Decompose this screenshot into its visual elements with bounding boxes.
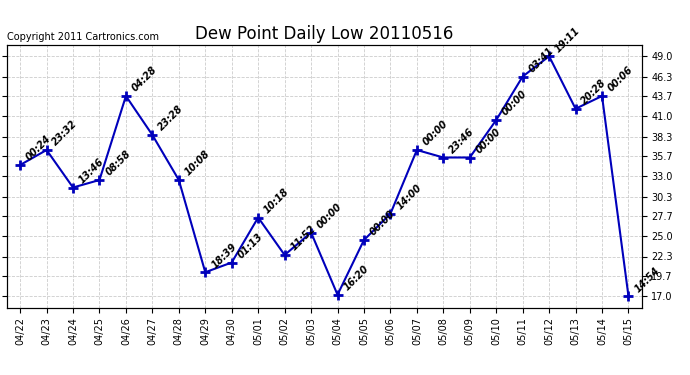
Text: 23:28: 23:28 [157,104,186,133]
Text: 19:11: 19:11 [553,25,582,54]
Text: 04:28: 04:28 [130,65,159,94]
Text: 13:46: 13:46 [77,156,106,185]
Text: 23:32: 23:32 [51,119,79,148]
Text: 00:00: 00:00 [315,201,344,230]
Text: 00:00: 00:00 [368,209,397,238]
Text: 11:52: 11:52 [289,224,317,253]
Text: 14:00: 14:00 [395,183,424,212]
Text: 03:41: 03:41 [527,45,555,74]
Text: Copyright 2011 Cartronics.com: Copyright 2011 Cartronics.com [7,32,159,42]
Text: 00:00: 00:00 [421,119,450,148]
Text: 20:28: 20:28 [580,78,609,106]
Text: 00:00: 00:00 [474,126,503,155]
Text: 18:39: 18:39 [210,241,238,270]
Text: 00:24: 00:24 [24,134,53,163]
Text: 00:06: 00:06 [607,65,635,94]
Text: 00:00: 00:00 [500,89,529,118]
Title: Dew Point Daily Low 20110516: Dew Point Daily Low 20110516 [195,26,453,44]
Text: 16:20: 16:20 [342,264,371,292]
Text: 01:13: 01:13 [236,231,265,260]
Text: 08:58: 08:58 [104,149,132,178]
Text: 10:18: 10:18 [262,186,291,215]
Text: 10:08: 10:08 [183,149,212,178]
Text: 23:46: 23:46 [448,126,476,155]
Text: 14:54: 14:54 [633,265,662,294]
